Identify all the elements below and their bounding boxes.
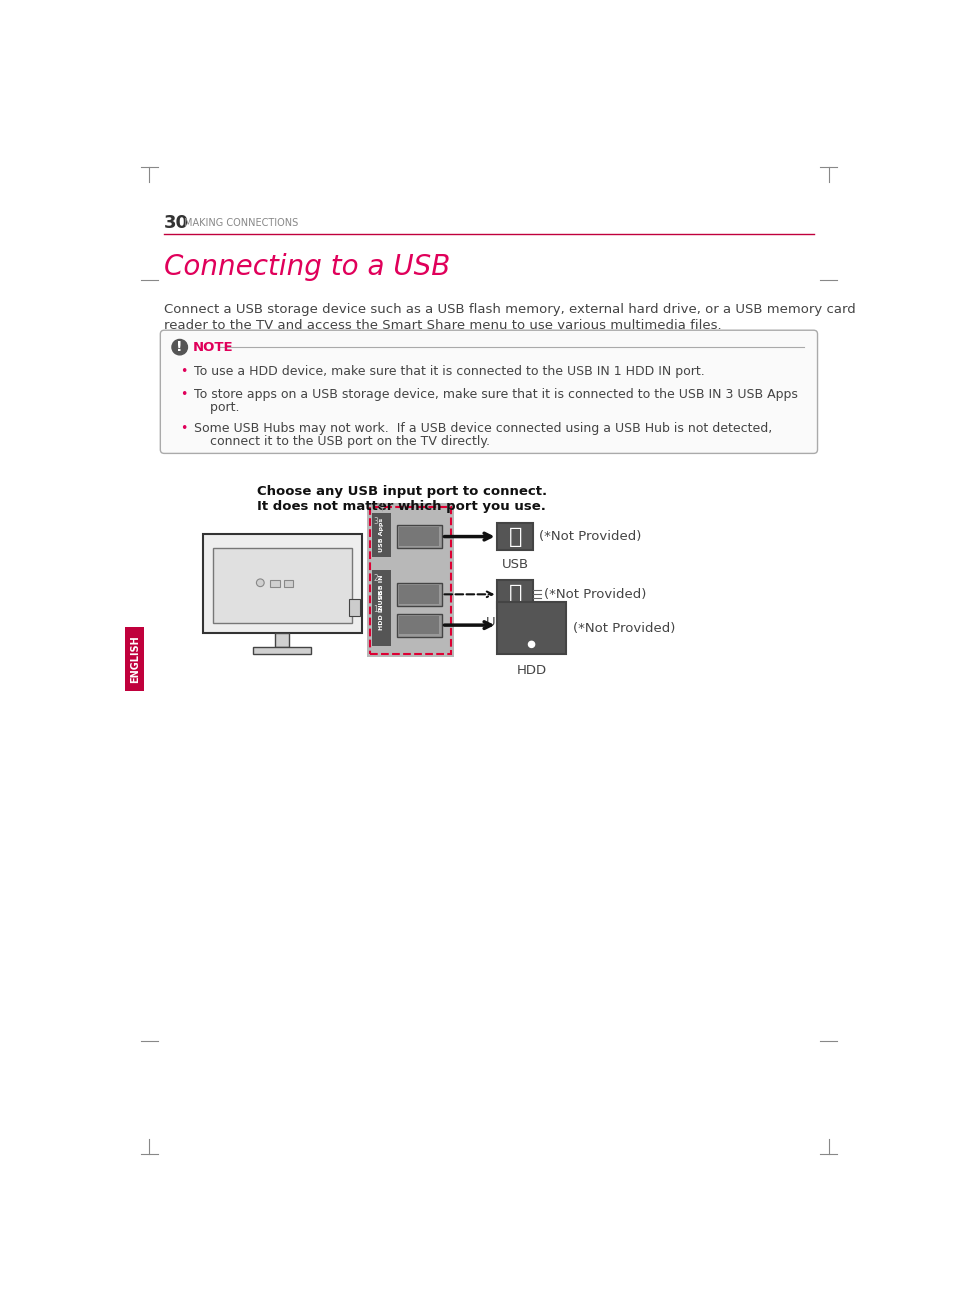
Bar [349,599,360,616]
Bar [497,523,533,551]
Text: (*Not Provided): (*Not Provided) [573,621,675,634]
Text: 3: 3 [373,517,378,526]
Text: ⎇: ⎇ [376,501,385,510]
Text: (*Not Provided): (*Not Provided) [538,530,641,543]
Text: MAKING CONNECTIONS: MAKING CONNECTIONS [184,218,298,228]
Bar [398,616,439,634]
Bar [396,583,441,606]
Text: USB Apps: USB Apps [378,518,383,552]
Text: USB: USB [501,559,528,572]
Text: (*Not Provided): (*Not Provided) [543,587,645,600]
Text: Some USB Hubs may not work.  If a USB device connected using a USB Hub is not de: Some USB Hubs may not work. If a USB dev… [193,422,771,434]
Bar [372,513,390,557]
Circle shape [528,641,534,647]
Bar [398,585,439,603]
Bar [497,602,565,654]
Text: USB Hub: USB Hub [486,616,544,629]
FancyBboxPatch shape [160,330,817,454]
Text: Connecting to a USB: Connecting to a USB [164,252,450,281]
Bar [203,534,361,633]
Text: 2 USB: 2 USB [378,590,383,611]
Text: HDD IN: HDD IN [378,604,383,630]
Text: !: ! [176,340,183,354]
Text: ⭢: ⭢ [508,585,521,604]
Text: HDD: HDD [516,663,546,676]
Bar [283,579,293,586]
Bar [372,602,390,646]
Bar [396,613,441,637]
Bar [370,506,451,654]
Bar [497,581,533,608]
Text: 2: 2 [373,574,377,583]
Text: Connect a USB storage device such as a USB flash memory, external hard drive, or: Connect a USB storage device such as a U… [164,303,855,317]
Text: To use a HDD device, make sure that it is connected to the USB IN 1 HDD IN port.: To use a HDD device, make sure that it i… [193,365,703,378]
Text: •: • [179,422,187,434]
Text: ⭢: ⭢ [508,527,521,547]
Circle shape [172,340,187,354]
Text: reader to the TV and access the Smart Share menu to use various multimedia files: reader to the TV and access the Smart Sh… [164,319,721,332]
Bar [372,570,390,615]
Bar [125,628,144,691]
Bar [367,504,454,658]
Bar [398,527,439,545]
Bar [270,579,279,586]
Text: It does not matter which port you use.: It does not matter which port you use. [257,501,545,513]
Bar [213,548,352,623]
Circle shape [256,579,264,586]
Text: connect it to the USB port on the TV directly.: connect it to the USB port on the TV dir… [193,436,489,447]
Text: •: • [179,388,187,402]
Text: 30: 30 [164,215,189,233]
Text: USB IN: USB IN [378,574,383,599]
Text: NOTE: NOTE [193,340,233,353]
Text: •: • [179,365,187,378]
Text: Choose any USB input port to connect.: Choose any USB input port to connect. [257,485,547,498]
Text: ENGLISH: ENGLISH [130,636,139,683]
Bar [274,633,289,646]
Text: 1: 1 [373,606,377,615]
Text: port.: port. [193,402,239,415]
Text: To store apps on a USB storage device, make sure that it is connected to the USB: To store apps on a USB storage device, m… [193,388,797,402]
Bar [253,646,311,654]
Bar [396,525,441,548]
